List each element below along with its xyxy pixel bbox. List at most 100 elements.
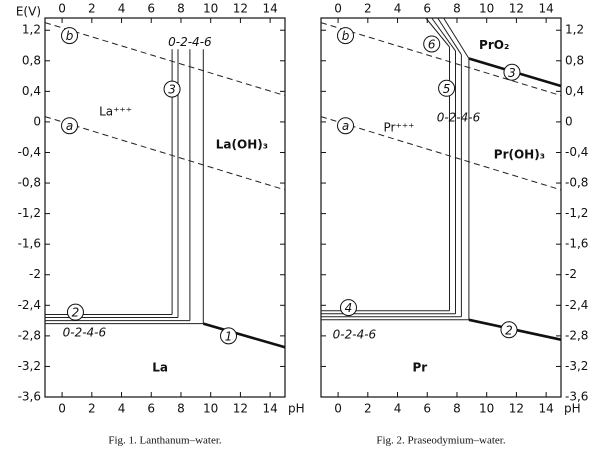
x-tick-label: 0 (334, 402, 342, 416)
callout-circle (66, 303, 84, 321)
callout-label: a (342, 119, 349, 133)
series-line (44, 116, 286, 191)
y-tick-label: -1,2 (565, 206, 588, 220)
y-tick-label: -3,2 (565, 359, 588, 373)
callout-circle (438, 79, 456, 97)
region-label: La (152, 360, 168, 374)
y-tick-label: 1,2 (22, 23, 41, 37)
x-tick-label: 6 (423, 2, 431, 16)
x-tick-label: 14 (538, 2, 553, 16)
region-label: La⁺⁺⁺ (99, 104, 132, 118)
callout-label: 6 (428, 37, 436, 51)
x-tick-label: 4 (394, 402, 402, 416)
callout-circle (61, 27, 79, 45)
y-tick-label: 0,8 (22, 53, 41, 67)
y-tick-label: 0,4 (22, 84, 41, 98)
y-tick-label: -2,4 (18, 298, 41, 312)
x-tick-label: 2 (88, 2, 96, 16)
callout-circle (339, 299, 357, 317)
callout-label: 3 (168, 83, 176, 97)
figure-caption: Fig. 2. Praseodymium–water. (376, 435, 505, 447)
callout-label: 2 (505, 323, 513, 337)
y-tick-label: -0,4 (18, 145, 41, 159)
x-tick-label: 0 (334, 2, 342, 16)
y-tick-label: -2,4 (565, 298, 588, 312)
callout-label: 1 (225, 329, 233, 343)
x-tick-label: 2 (88, 402, 96, 416)
x-tick-label: 0 (58, 2, 66, 16)
x-tick-label: 12 (233, 2, 248, 16)
x-tick-label: 10 (479, 2, 494, 16)
x-tick-label: 4 (394, 2, 402, 16)
callout-circle (500, 321, 518, 339)
region-label: La(OH)₃ (216, 137, 268, 151)
region-label: Pr(OH)₃ (494, 147, 545, 161)
x-tick-label: 2 (364, 402, 372, 416)
y-tick-label: -1,6 (565, 237, 588, 251)
x-tick-label: 10 (203, 2, 218, 16)
y-tick-label: -2,8 (565, 328, 588, 342)
series-line (44, 22, 286, 97)
plot-frame (44, 17, 286, 398)
region-label: PrO₂ (479, 38, 509, 52)
callout-circle (61, 117, 79, 135)
callout-label: 2 (72, 306, 80, 320)
x-axis-label: pH (288, 402, 305, 416)
y-tick-label: -3,6 (18, 390, 41, 404)
y-tick-label: -0,4 (565, 145, 588, 159)
x-tick-label: 8 (453, 402, 461, 416)
region-label: 0-2-4-6 (63, 325, 107, 339)
y-tick-label: 0,8 (565, 53, 584, 67)
series-line (45, 314, 204, 325)
x-tick-label: 8 (453, 2, 461, 16)
x-tick-label: 14 (262, 402, 277, 416)
series-line (202, 322, 286, 349)
x-tick-label: 10 (479, 402, 494, 416)
callout-label: b (342, 29, 350, 43)
x-axis-label: pH (564, 402, 581, 416)
callout-circle (423, 35, 441, 53)
region-label: 0-2-4-6 (437, 111, 481, 125)
callout-circle (337, 117, 355, 135)
callout-label: 5 (443, 82, 451, 96)
x-tick-label: 14 (262, 2, 277, 16)
y-tick-label: -2 (565, 267, 577, 281)
x-tick-label: 2 (364, 2, 372, 16)
y-tick-label: -1,6 (18, 237, 41, 251)
region-label: 0-2-4-6 (168, 35, 212, 49)
y-tick-label: 1,2 (565, 23, 584, 37)
x-tick-label: 4 (118, 402, 126, 416)
series-line (320, 22, 562, 97)
callout-circle (503, 63, 521, 81)
plot-frame (320, 17, 562, 398)
figure-caption: Fig. 1. Lanthanum–water. (108, 435, 222, 447)
y-tick-label: 0 (33, 114, 41, 128)
x-tick-label: 12 (233, 402, 248, 416)
region-label: 0-2-4-6 (333, 328, 377, 342)
callout-circle (337, 27, 355, 45)
y-tick-label: -2,8 (18, 328, 41, 342)
callout-label: b (66, 29, 74, 43)
y-tick-label: -3,6 (565, 390, 588, 404)
x-tick-label: 0 (58, 402, 66, 416)
region-label: Pr (412, 360, 427, 374)
series-line (449, 47, 470, 320)
y-tick-label: -0,8 (18, 176, 41, 190)
series-line (425, 17, 470, 59)
x-tick-label: 10 (203, 402, 218, 416)
callout-label: 4 (345, 301, 353, 315)
callout-circle (220, 327, 238, 345)
x-tick-label: 12 (509, 402, 524, 416)
x-tick-label: 8 (177, 402, 185, 416)
y-tick-label: 0 (565, 114, 573, 128)
y-tick-label: -3,2 (18, 359, 41, 373)
y-tick-label: -2 (29, 267, 41, 281)
y-tick-label: -1,2 (18, 206, 41, 220)
x-tick-label: 4 (118, 2, 126, 16)
callout-circle (163, 80, 181, 98)
x-tick-label: 6 (147, 402, 155, 416)
x-tick-label: 14 (538, 402, 553, 416)
region-label: Pr⁺⁺⁺ (384, 121, 415, 135)
series-line (171, 49, 204, 324)
